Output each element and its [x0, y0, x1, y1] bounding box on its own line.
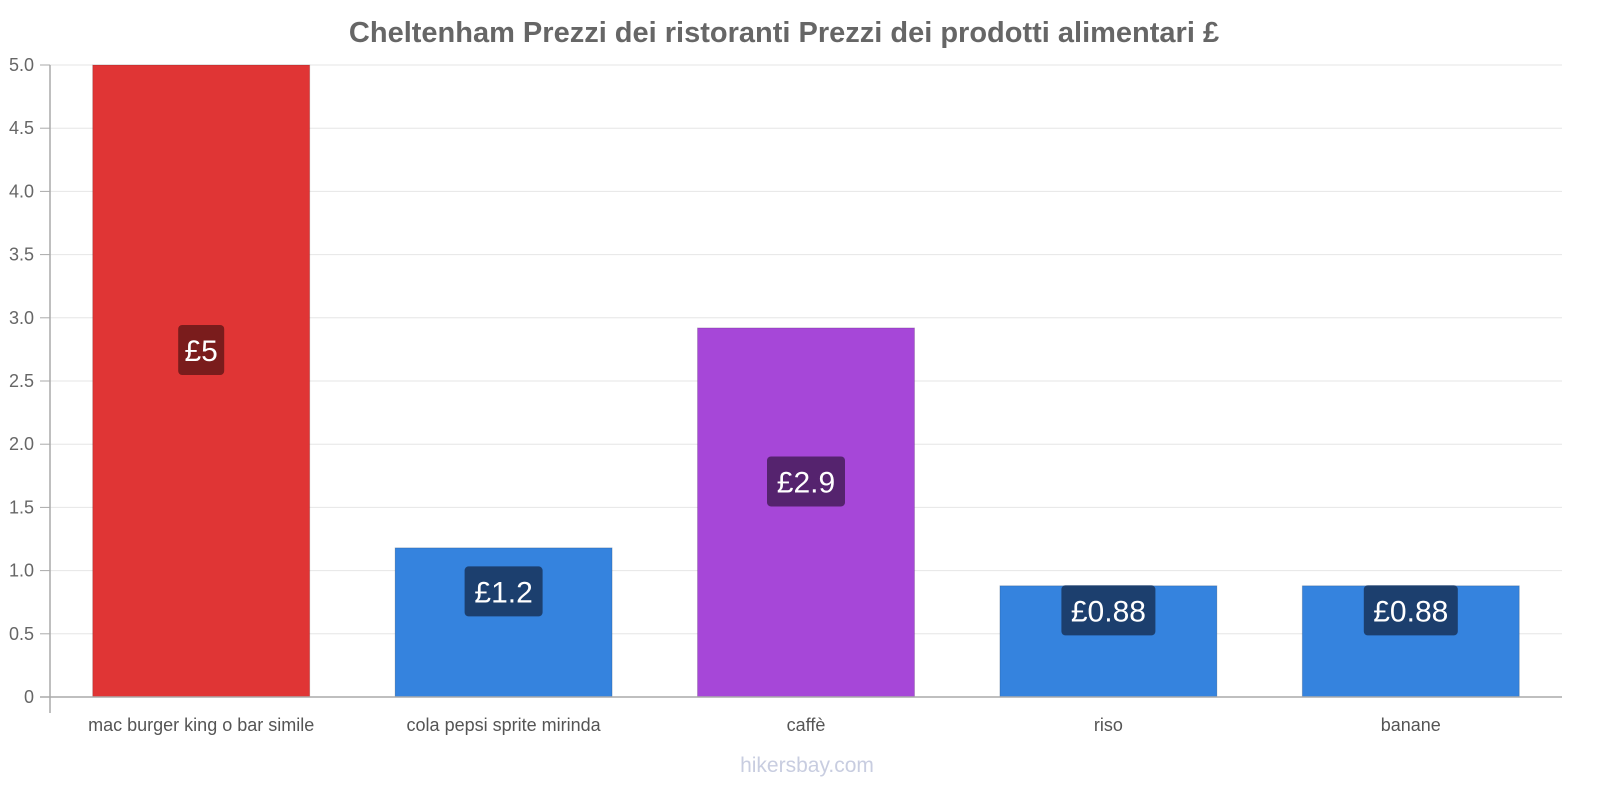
y-tick-label: 4.5 [9, 118, 34, 138]
y-tick-label: 2.0 [9, 434, 34, 454]
bar [92, 64, 311, 698]
x-tick-label: cola pepsi sprite mirinda [407, 715, 602, 735]
y-tick-label: 3.0 [9, 308, 34, 328]
data-label-box [767, 456, 845, 507]
x-tick-label: caffè [787, 715, 826, 735]
chart-title: Cheltenham Prezzi dei ristoranti Prezzi … [349, 17, 1219, 49]
data-label-box [464, 566, 543, 617]
x-tick-label: mac burger king o bar simile [88, 715, 314, 735]
y-tick-label: 2.5 [9, 371, 34, 391]
y-tick-label: 4.0 [9, 181, 34, 201]
data-label: £2.9 [777, 466, 835, 499]
y-tick-label: 1.0 [9, 561, 34, 581]
data-label: £0.88 [1373, 595, 1448, 628]
data-label-box [178, 325, 225, 375]
y-tick-label: 5.0 [9, 55, 34, 75]
data-label: £0.88 [1071, 595, 1146, 628]
data-label: £5 [185, 335, 218, 368]
data-label: £1.2 [474, 576, 532, 609]
data-label-box [1061, 585, 1156, 636]
x-tick-label: banane [1381, 715, 1441, 735]
bar [697, 327, 915, 698]
y-tick-label: 0.5 [9, 624, 34, 644]
y-tick-label: 0 [24, 687, 34, 707]
data-label-box [1363, 585, 1458, 636]
y-tick-label: 3.5 [9, 245, 34, 265]
y-tick-label: 1.5 [9, 497, 34, 517]
watermark: hikersbay.com [740, 754, 874, 777]
x-tick-label: riso [1094, 715, 1123, 735]
